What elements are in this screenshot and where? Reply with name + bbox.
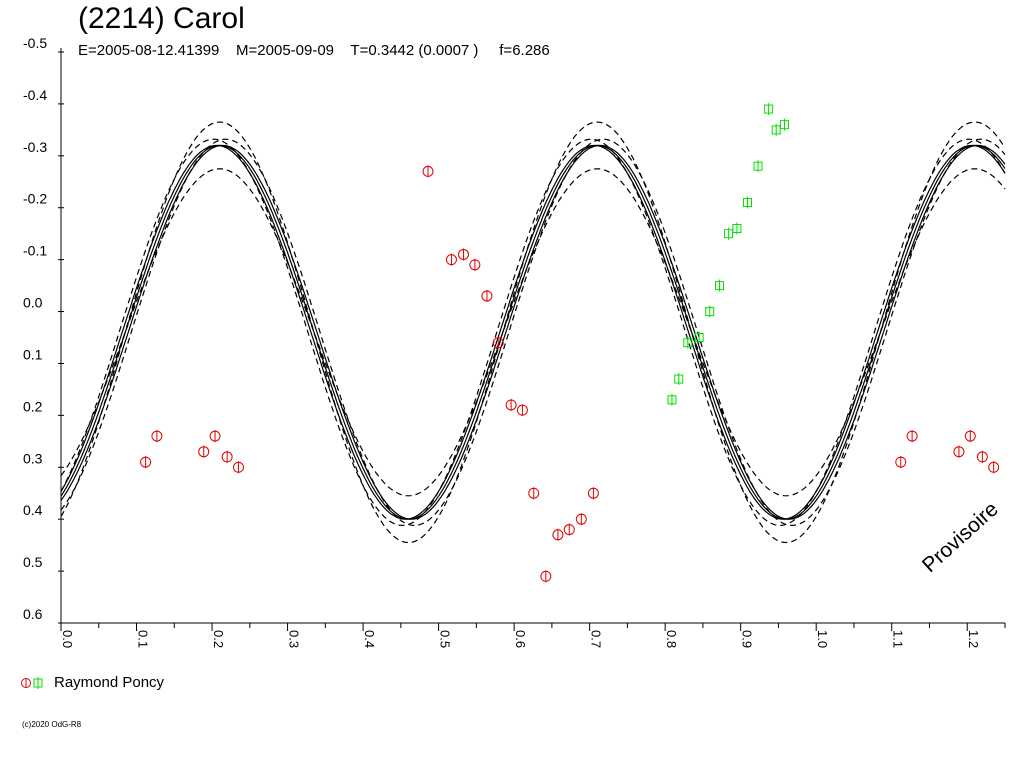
data-point-circle: [516, 404, 528, 417]
data-point-circle: [221, 450, 233, 463]
x-tick-label: 0.1: [136, 630, 151, 648]
y-tick-label: 0.1: [23, 346, 43, 362]
data-point-square: [779, 118, 789, 131]
data-point-square: [667, 393, 677, 406]
data-point-square: [674, 373, 684, 386]
data-point-square: [753, 160, 763, 173]
data-point-circle: [422, 165, 434, 178]
x-tick-label: 0.6: [513, 630, 528, 648]
data-point-square: [742, 196, 752, 209]
x-tick-label: 0.0: [60, 630, 75, 648]
copyright-note: (c)2020 OdG-R8: [22, 720, 82, 729]
y-tick-label: -0.1: [23, 243, 47, 259]
data-point-circle: [445, 253, 457, 266]
legend: Raymond Poncy: [20, 674, 164, 691]
chart-title: (2214) Carol: [78, 2, 245, 35]
data-point-circle: [953, 445, 965, 458]
data-point-circle: [540, 570, 552, 583]
data-point-circle: [458, 248, 470, 261]
data-point-square: [724, 227, 734, 240]
fit-curve: [60, 144, 1006, 520]
y-tick-label: 0.2: [23, 398, 43, 414]
data-point-circle: [481, 289, 493, 302]
data-point-circle: [140, 456, 152, 469]
axes: -0.5 -0.4 -0.3 -0.2 -0.1 0.0 0.1 0.2 0.3 0.4 0.5 0.…: [23, 35, 1006, 648]
x-tick-label: 1.0: [815, 630, 830, 648]
data-point-square: [705, 305, 715, 318]
y-tick-label: 0.3: [23, 450, 43, 466]
y-tick-label: -0.3: [23, 139, 47, 155]
x-tick-label: 0.9: [740, 630, 755, 648]
x-tick-label: 0.3: [287, 630, 302, 648]
data-point-circle: [895, 456, 907, 469]
data-point-circle: [209, 430, 221, 443]
data-point-circle: [492, 336, 504, 349]
y-tick-label: 0.6: [23, 606, 43, 622]
data-point-circle: [587, 487, 599, 500]
fit-envelope-inner: [60, 168, 1006, 497]
data-point-circle: [552, 528, 564, 541]
x-tick-label: 0.4: [362, 630, 377, 648]
data-point-circle: [469, 258, 481, 271]
x-tick-label: 0.8: [664, 630, 679, 648]
data-point-circle: [232, 461, 244, 474]
data-point-circle: [198, 445, 210, 458]
data-point-square: [732, 222, 742, 235]
lightcurve-chart: -0.5 -0.4 -0.3 -0.2 -0.1 0.0 0.1 0.2 0.3 0.4 0.5 0.…: [23, 35, 1006, 648]
data-point-square: [683, 336, 693, 349]
fit-envelope-phase-minus: [60, 138, 1006, 527]
x-tick-label: 0.7: [589, 630, 604, 648]
data-point-circle: [563, 523, 575, 536]
x-tick-label: 0.5: [438, 630, 453, 648]
legend-markers-icon: [21, 676, 43, 689]
data-points: [140, 103, 1000, 583]
x-tick-label: 1.1: [891, 630, 906, 648]
y-tick-label: -0.2: [23, 191, 47, 207]
x-tick-label: 1.2: [966, 630, 981, 648]
data-point-circle: [151, 430, 163, 443]
chart-subtitle: E=2005-08-12.41399 M=2005-09-09 T=0.3442…: [78, 42, 550, 59]
legend-label: Raymond Poncy: [54, 674, 165, 691]
y-tick-label: -0.4: [23, 87, 47, 103]
data-point-circle: [528, 487, 540, 500]
data-point-square: [771, 123, 781, 136]
fit-curves: [60, 121, 1006, 544]
y-tick-label: -0.5: [23, 35, 47, 51]
data-point-circle: [976, 450, 988, 463]
data-point-circle: [988, 461, 1000, 474]
y-tick-label: 0.0: [23, 295, 43, 311]
y-tick-label: 0.5: [23, 554, 43, 570]
fit-curve-lower-period: [60, 144, 1006, 520]
data-point-circle: [505, 398, 517, 411]
fit-envelope-phase-plus: [60, 138, 1006, 527]
fit-curve-upper-period: [60, 144, 1006, 520]
data-point-circle: [906, 430, 918, 443]
data-point-circle: [964, 430, 976, 443]
data-point-circle: [575, 513, 587, 526]
data-point-square: [715, 279, 725, 292]
data-point-square: [764, 103, 774, 116]
data-point-square: [694, 331, 704, 344]
y-tick-label: 0.4: [23, 502, 43, 518]
fit-envelope-outer: [60, 121, 1006, 544]
x-tick-label: 0.2: [211, 630, 226, 648]
